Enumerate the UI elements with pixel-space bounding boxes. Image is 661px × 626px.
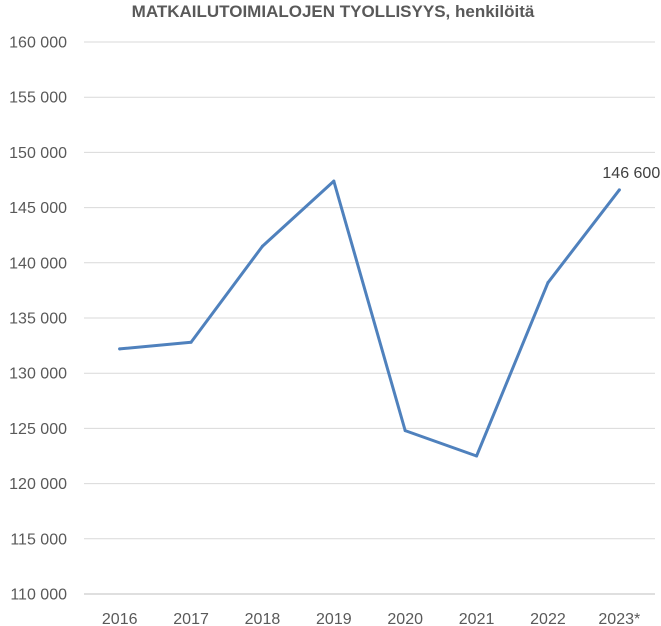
data-point [546, 281, 550, 285]
data-point [260, 244, 264, 248]
x-tick-label: 2023* [598, 611, 640, 626]
x-tick-label: 2019 [316, 611, 352, 626]
data-point [403, 429, 407, 433]
x-tick-label: 2021 [459, 611, 495, 626]
y-tick-label: 115 000 [10, 531, 67, 548]
y-tick-label: 120 000 [9, 476, 67, 493]
x-tick-label: 2020 [387, 611, 423, 626]
x-axis-ticks: 2016 2017 2018 2019 2020 2021 2022 2023* [102, 611, 640, 626]
y-tick-label: 135 000 [9, 311, 67, 328]
y-tick-label: 140 000 [9, 255, 67, 272]
x-tick-label: 2017 [173, 611, 209, 626]
y-tick-label: 110 000 [10, 587, 67, 604]
y-tick-label: 150 000 [9, 145, 67, 162]
chart-title: MATKAILUTOIMIALOJEN TYOLLISYYS, henkilöi… [132, 2, 535, 21]
series-layer [118, 179, 621, 458]
gridlines [84, 41, 655, 595]
data-point [118, 347, 122, 351]
y-tick-label: 155 000 [9, 90, 67, 107]
data-point [189, 340, 193, 344]
data-label: 146 600 [602, 165, 660, 182]
y-tick-label: 125 000 [9, 421, 67, 438]
y-tick-label: 130 000 [9, 366, 67, 383]
x-tick-label: 2016 [102, 611, 138, 626]
y-tick-label: 145 000 [9, 200, 67, 217]
y-axis-ticks: 110 000 115 000 120 000 125 000 130 000 135 0… [9, 35, 67, 604]
data-point [475, 454, 479, 458]
x-tick-label: 2018 [245, 611, 281, 626]
x-tick-label: 2022 [530, 611, 566, 626]
y-tick-label: 160 000 [9, 35, 67, 52]
data-point [332, 179, 336, 183]
series-line [118, 179, 621, 458]
data-point [617, 188, 621, 192]
data-labels: 146 600 [602, 165, 660, 182]
